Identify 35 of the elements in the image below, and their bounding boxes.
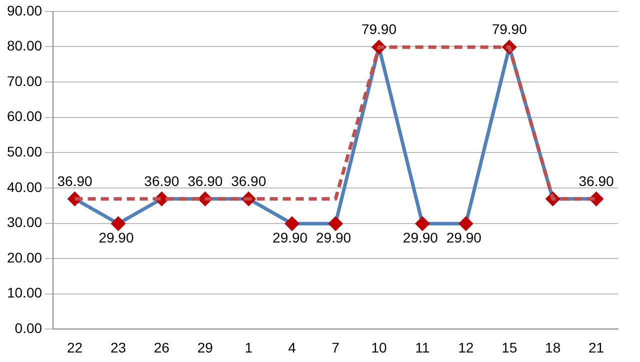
x-tick-label: 11 [415, 339, 430, 356]
data-label: 36.90 [57, 172, 92, 189]
x-tick-label: 23 [110, 339, 126, 356]
x-tick-label: 29 [197, 339, 214, 356]
x-tick-label: 7 [332, 339, 340, 356]
data-label: 36.90 [188, 172, 223, 189]
data-label: 29.90 [98, 229, 134, 246]
x-tick-label: 15 [502, 339, 518, 356]
y-tick-label: 80.00 [6, 38, 42, 54]
x-tick-label: 10 [371, 339, 387, 356]
y-tick-label: 0.00 [14, 320, 42, 336]
data-label: 36.90 [144, 172, 180, 189]
x-tick-label: 1 [244, 339, 253, 356]
x-tick-label: 26 [154, 339, 170, 356]
x-tick-label: 22 [66, 339, 83, 356]
x-tick-label: 12 [458, 339, 474, 356]
y-tick-label: 10.00 [6, 284, 42, 301]
data-label: 29.90 [402, 229, 438, 246]
y-tick-label: 30.00 [6, 214, 42, 230]
data-label: 29.90 [316, 229, 352, 246]
y-tick-label: 90.00 [6, 2, 42, 18]
y-tick-label: 50.00 [6, 144, 42, 160]
y-tick-label: 60.00 [6, 108, 42, 124]
data-label: 79.90 [361, 20, 397, 37]
x-tick-label: 18 [545, 339, 561, 356]
y-tick-label: 20.00 [6, 249, 42, 266]
x-tick-label: 21 [588, 339, 604, 356]
data-label: 79.90 [492, 20, 528, 37]
data-label: 36.90 [231, 172, 266, 189]
data-label: 29.90 [446, 229, 482, 246]
data-label: 29.90 [272, 229, 308, 246]
y-tick-label: 40.00 [6, 178, 42, 195]
data-label: 36.90 [578, 172, 614, 189]
y-tick-label: 70.00 [6, 72, 42, 89]
x-tick-label: 4 [288, 339, 296, 356]
